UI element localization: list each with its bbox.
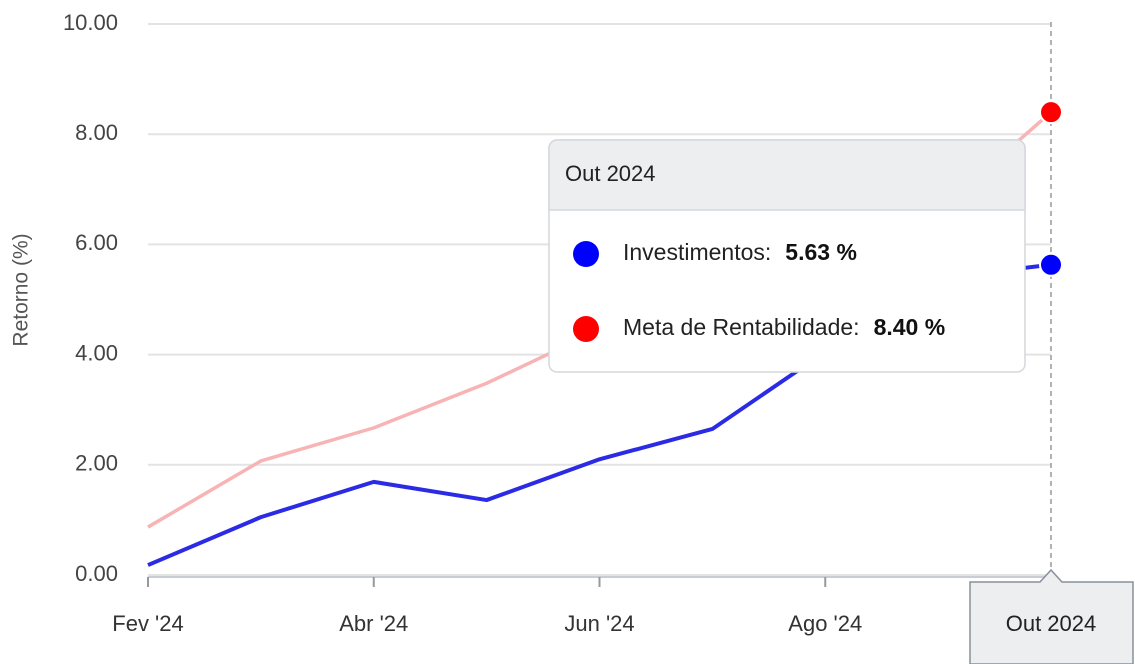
tooltip-header bbox=[548, 139, 1026, 211]
x-tick-label: Jun '24 bbox=[564, 611, 634, 636]
hover-marker bbox=[1039, 100, 1063, 125]
crosshair-label: Out 2024 bbox=[1006, 611, 1097, 636]
legend-dot bbox=[573, 316, 599, 342]
y-tick-label: 2.00 bbox=[75, 451, 118, 476]
tooltip-value: 5.63 % bbox=[785, 239, 857, 265]
y-tick-label: 0.00 bbox=[75, 561, 118, 586]
x-tick-label: Abr '24 bbox=[339, 611, 408, 636]
y-tick-label: 4.00 bbox=[75, 340, 118, 365]
y-tick-label: 8.00 bbox=[75, 120, 118, 145]
crosshair-label-box bbox=[969, 568, 1134, 664]
tooltip-item: Investimentos: 5.63 % bbox=[623, 239, 857, 265]
legend-dot bbox=[573, 241, 599, 267]
x-tick-label: Fev '24 bbox=[112, 611, 183, 636]
tooltip-title: Out 2024 bbox=[565, 161, 656, 186]
tooltip-value: 8.40 % bbox=[874, 314, 946, 340]
tooltip-label: Meta de Rentabilidade: bbox=[623, 314, 860, 340]
tooltip-label: Investimentos: bbox=[623, 239, 771, 265]
y-tick-label: 10.00 bbox=[63, 10, 118, 35]
x-tick-label: Ago '24 bbox=[788, 611, 862, 636]
tooltip: Out 2024 Investimentos: 5.63 % Meta de Rent… bbox=[548, 139, 1026, 373]
tooltip-item: Meta de Rentabilidade: 8.40 % bbox=[623, 314, 945, 340]
hover-marker bbox=[1039, 252, 1063, 277]
y-tick-label: 6.00 bbox=[75, 230, 118, 255]
y-axis-label: Retorno (%) bbox=[10, 233, 33, 346]
